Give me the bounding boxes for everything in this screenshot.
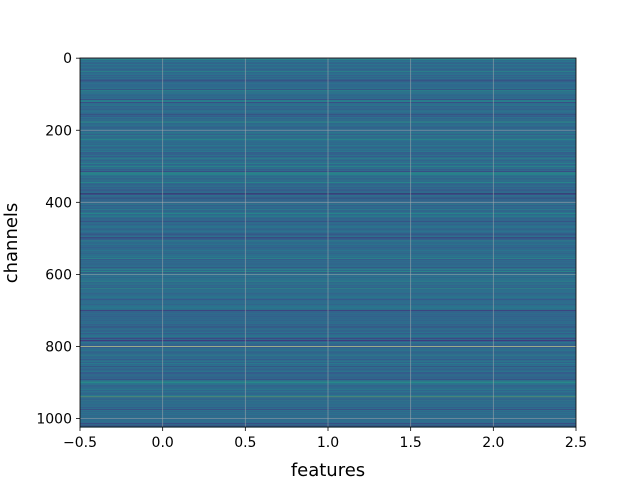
x-axis-label: features bbox=[291, 460, 365, 480]
x-tick-label: 2.5 bbox=[565, 435, 587, 451]
x-axis: −0.5 0.0 0.5 1.0 1.5 2.0 2.5 bbox=[63, 427, 587, 451]
x-tick-label: 1.5 bbox=[400, 435, 422, 451]
grid-lines bbox=[79, 57, 577, 427]
y-tick-label: 1000 bbox=[36, 412, 72, 428]
y-tick-label: 0 bbox=[63, 51, 72, 67]
x-tick-label: 2.0 bbox=[482, 435, 504, 451]
y-tick-label: 600 bbox=[45, 267, 72, 283]
x-tick-label: 0.0 bbox=[152, 435, 174, 451]
y-axis-label: channels bbox=[1, 203, 22, 284]
x-tick-label: 1.0 bbox=[317, 435, 339, 451]
y-tick-label: 400 bbox=[45, 195, 72, 211]
y-tick-label: 800 bbox=[45, 339, 72, 355]
y-axis: 0 200 400 600 800 1000 bbox=[36, 51, 80, 428]
x-tick-label: 0.5 bbox=[234, 435, 256, 451]
x-tick-label: −0.5 bbox=[63, 435, 97, 451]
y-tick-label: 200 bbox=[45, 123, 72, 139]
